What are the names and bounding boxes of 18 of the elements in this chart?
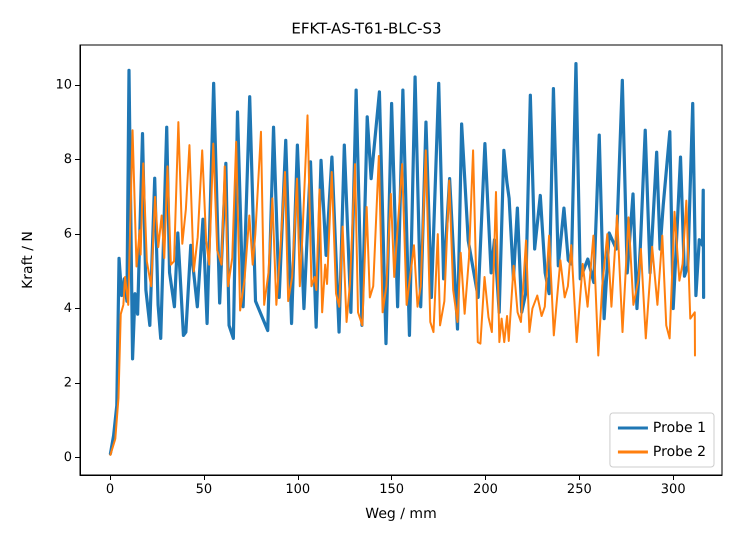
x-tick-label: 200 (473, 482, 498, 497)
y-tick-label: 10 (55, 78, 72, 93)
y-tick-label: 4 (64, 301, 72, 316)
y-axis-title: Kraft / N (20, 231, 36, 289)
x-axis-title: Weg / mm (365, 506, 437, 522)
legend-label: Probe 2 (652, 444, 706, 460)
legend-label: Probe 1 (652, 420, 706, 436)
x-tick-label: 150 (379, 482, 404, 497)
y-tick-label: 6 (64, 226, 72, 242)
y-tick-label: 0 (64, 450, 72, 465)
x-tick-label: 50 (196, 482, 212, 497)
x-tick-label: 250 (566, 482, 592, 497)
x-tick-label: 300 (660, 482, 686, 497)
y-tick-label: 2 (64, 376, 72, 391)
x-tick-label: 0 (106, 482, 114, 497)
y-tick-label: 8 (64, 152, 72, 168)
x-tick-label: 100 (285, 482, 310, 497)
chart-title: EFKT-AS-T61-BLC-S3 (291, 20, 442, 38)
